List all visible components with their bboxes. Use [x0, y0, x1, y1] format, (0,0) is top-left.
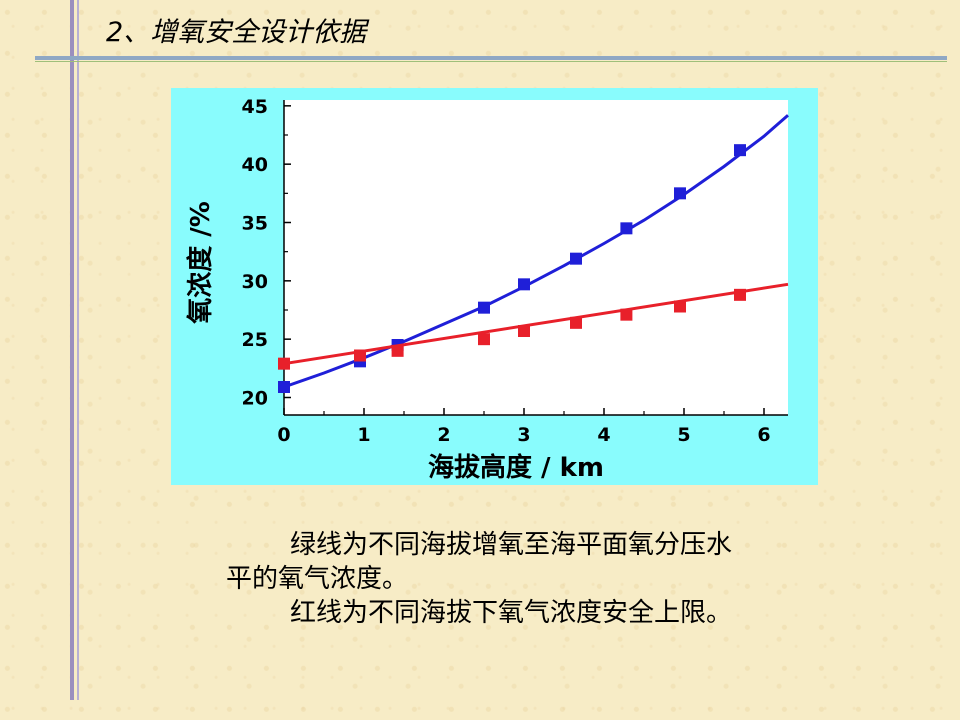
series-2-marker [620, 308, 633, 321]
series-1-marker [278, 381, 290, 393]
x-tick-label: 0 [277, 424, 290, 446]
series-2-marker [734, 288, 746, 301]
series-2-marker [391, 344, 404, 357]
x-tick-label: 4 [597, 424, 610, 446]
series-2-line [283, 282, 789, 366]
series-1-marker [478, 301, 490, 314]
slide-title: 2、增氧安全设计依据 [106, 17, 367, 48]
series-1-line [283, 114, 789, 389]
x-tick-label: 3 [517, 424, 530, 446]
series-1-marker [570, 252, 582, 265]
x-tick-label: 6 [757, 424, 770, 446]
left-vertical-rule-thin [77, 0, 79, 700]
caption-line-1: 绿线为不同海拔增氧至海平面氧分压水 [290, 530, 733, 560]
caption-line-3: 红线为不同海拔下氧气浓度安全上限。 [290, 598, 733, 628]
plot-area [284, 100, 788, 415]
series-2-marker [354, 349, 366, 362]
y-tick-label: 25 [242, 329, 268, 351]
series-1-marker [734, 144, 746, 157]
x-tick-label: 5 [677, 424, 690, 446]
y-axis-label: 氧浓度 /% [185, 201, 216, 325]
series-1-marker [518, 278, 530, 291]
caption-line-2: 平的氧气浓度。 [226, 564, 409, 594]
title-underline [35, 56, 947, 60]
y-tick-label: 35 [242, 213, 268, 235]
x-tick-label: 2 [437, 424, 450, 446]
y-tick-label: 45 [242, 96, 268, 118]
series-2-marker [674, 300, 686, 313]
series-1-marker [620, 222, 633, 235]
series-layer [278, 114, 789, 393]
title-underline-thin [35, 61, 947, 62]
y-tick-label: 40 [242, 154, 268, 176]
series-2-marker [278, 357, 290, 370]
series-2-marker [518, 325, 530, 337]
left-vertical-rule [70, 0, 74, 700]
series-2-marker [478, 333, 490, 346]
caption: 绿线为不同海拔增氧至海平面氧分压水 平的氧气浓度。 红线为不同海拔下氧气浓度安全… [226, 528, 846, 630]
series-2-marker [570, 316, 582, 329]
x-tick-label: 1 [357, 424, 370, 446]
y-tick-label: 20 [242, 388, 268, 410]
x-axis-label: 海拔高度 / km [428, 452, 604, 483]
oxygen-concentration-chart: 20 25 30 35 40 45 0 1 2 3 4 5 6 海拔高度 / km 氧浓度 /% [171, 88, 818, 485]
y-tick-label: 30 [242, 271, 268, 293]
series-1-marker [674, 187, 686, 200]
